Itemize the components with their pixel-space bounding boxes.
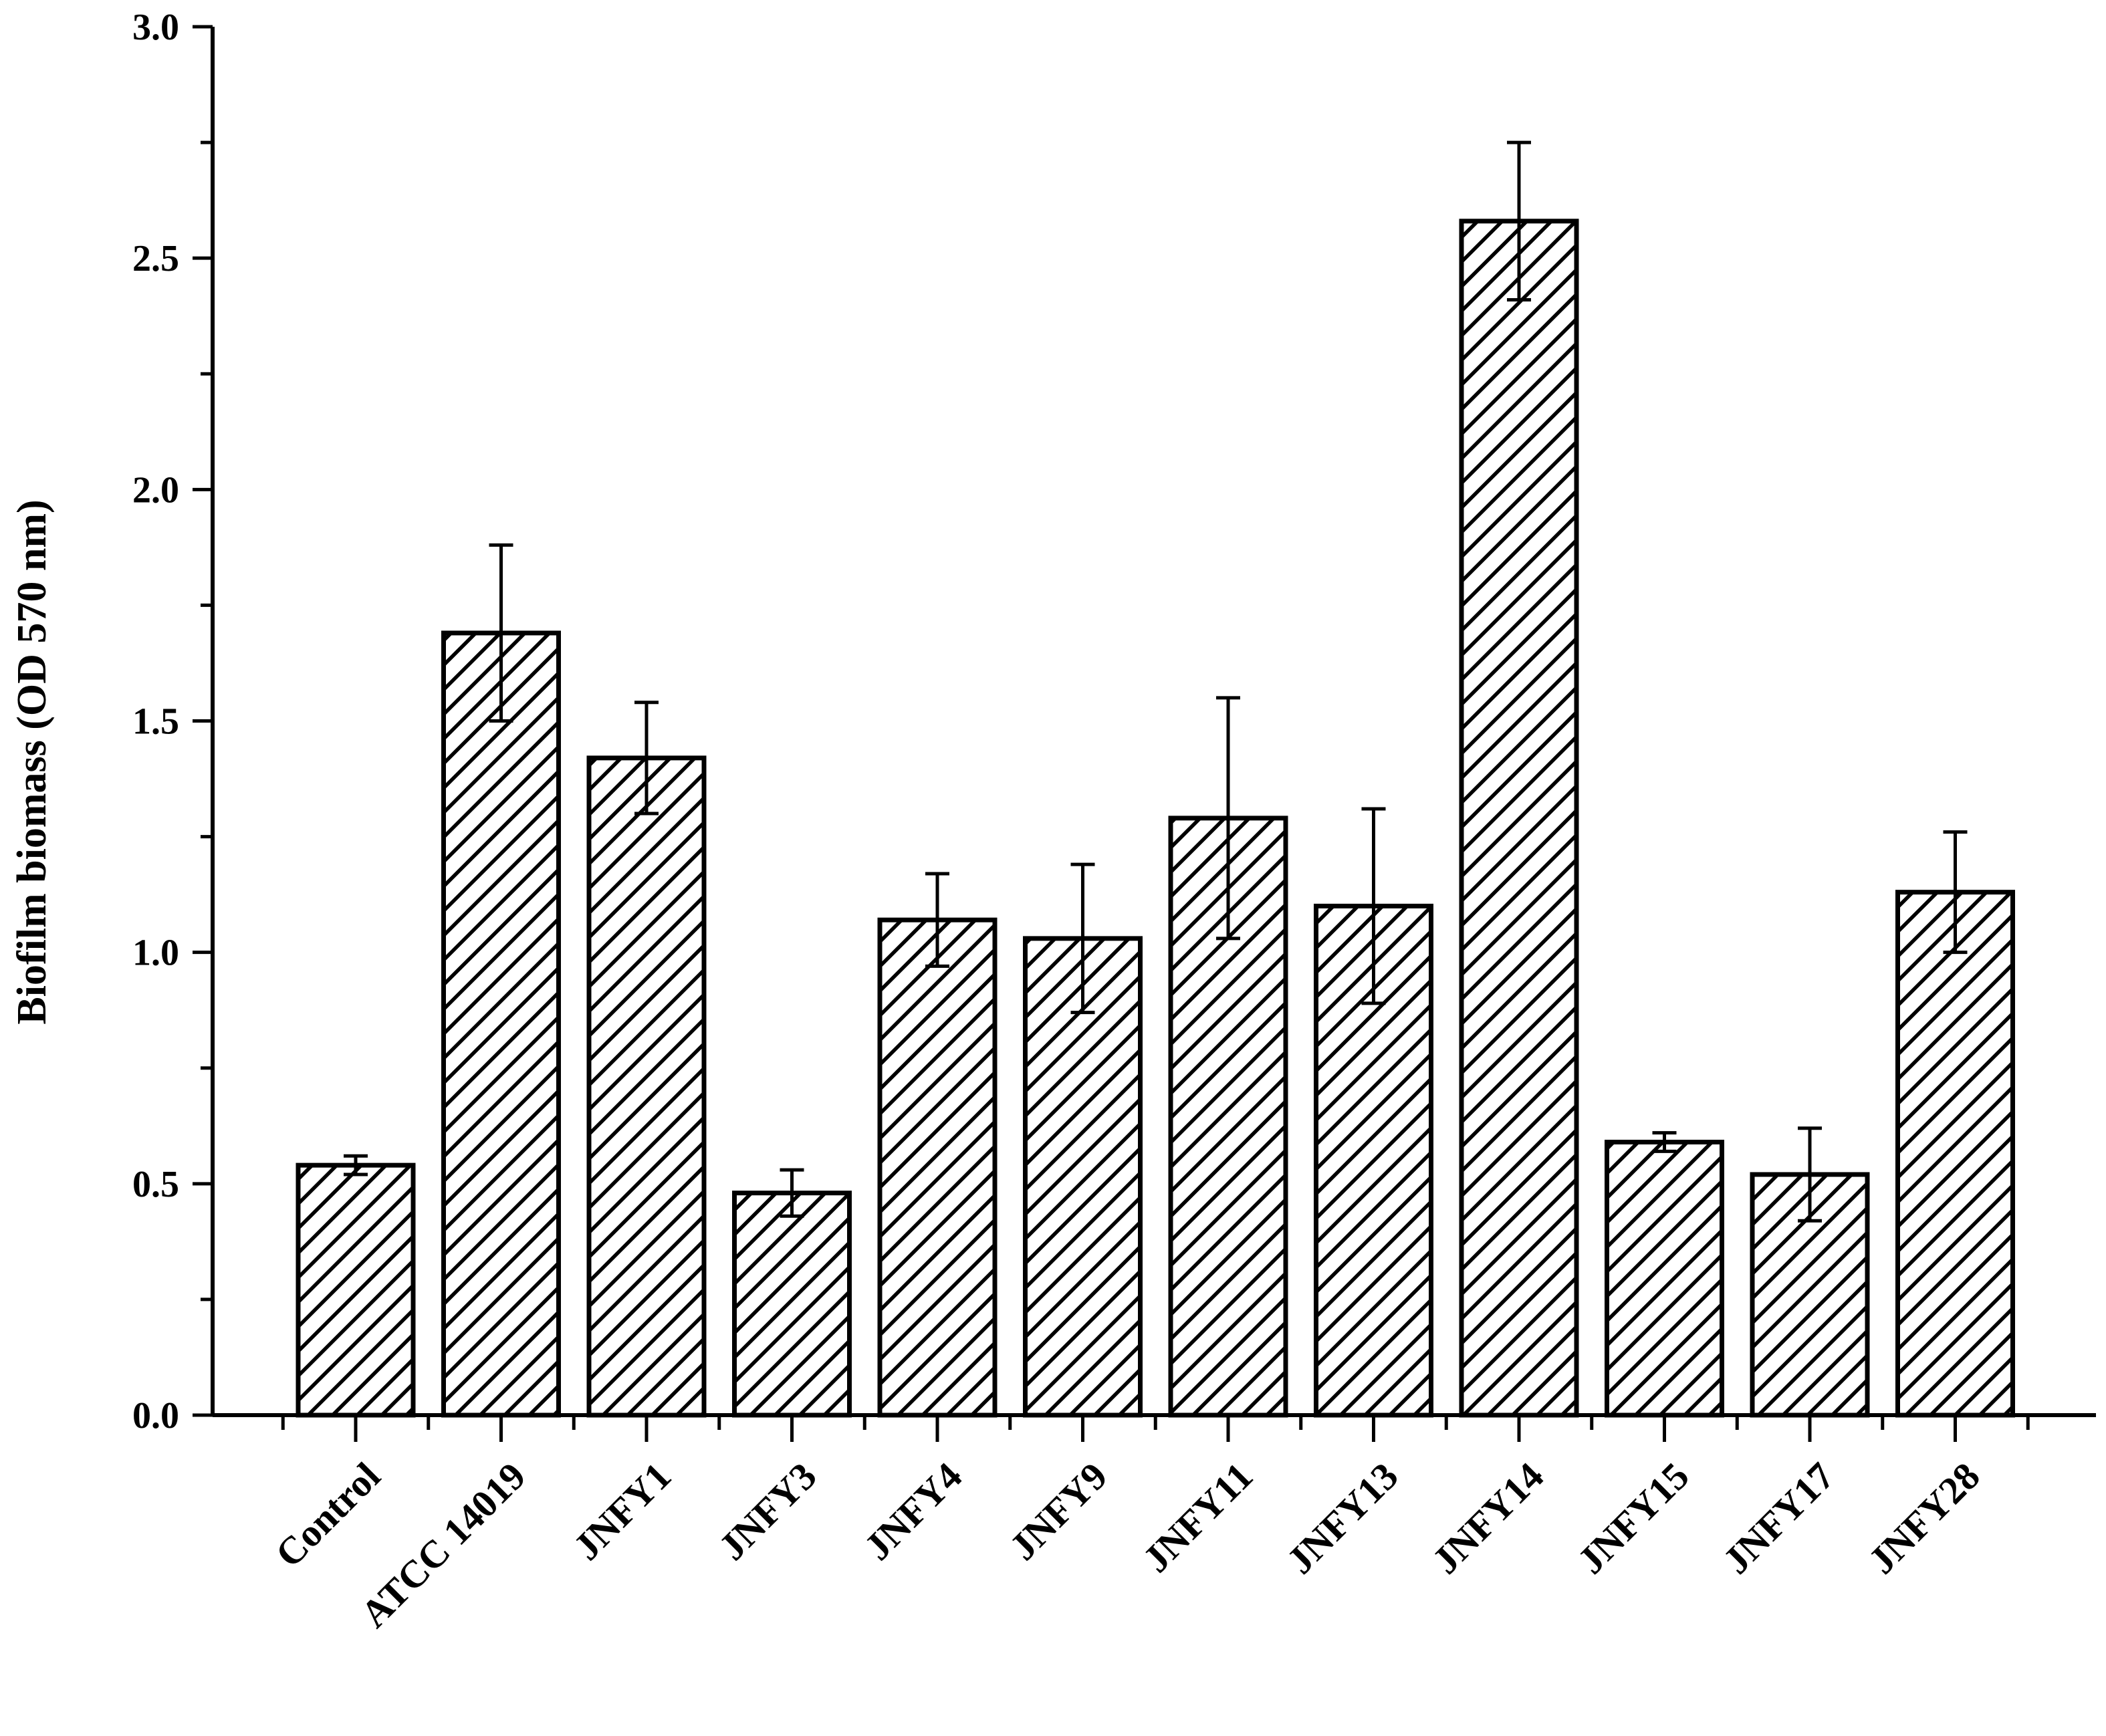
- y-tick-label: 2.0: [132, 469, 179, 511]
- x-category-label: JNFY1: [565, 1454, 679, 1568]
- bar: [1459, 219, 1579, 1418]
- bars: [296, 219, 2015, 1418]
- bar: [586, 755, 707, 1418]
- y-tick-label: 3.0: [132, 7, 179, 48]
- x-category-label: Control: [267, 1454, 388, 1576]
- bar: [877, 917, 998, 1418]
- x-category-label: JNFY14: [1423, 1454, 1552, 1582]
- bar: [1023, 936, 1143, 1418]
- bar: [1895, 890, 2015, 1418]
- x-category-label: JNFY3: [710, 1454, 824, 1568]
- bar: [441, 630, 561, 1418]
- bar: [296, 1162, 416, 1418]
- y-tick-label: 0.0: [132, 1395, 179, 1437]
- bar: [732, 1191, 852, 1418]
- error-bars: [344, 140, 1968, 1223]
- x-category-label: JNFY4: [856, 1454, 970, 1568]
- x-category-label: JNFY9: [1001, 1454, 1115, 1568]
- x-category-label: JNFY17: [1714, 1454, 1843, 1582]
- y-tick-label: 2.5: [132, 238, 179, 279]
- bar: [1605, 1140, 1724, 1418]
- x-category-label: JNFY11: [1135, 1454, 1262, 1581]
- x-category-label: JNFY28: [1860, 1454, 1988, 1582]
- x-category-label: JNFY15: [1569, 1454, 1698, 1582]
- y-tick-label: 1.0: [132, 933, 179, 974]
- y-tick-label: 0.5: [132, 1164, 179, 1205]
- x-category-label: JNFY13: [1278, 1454, 1407, 1582]
- y-axis-title: Biofilm biomass (OD 570 nm): [9, 499, 55, 1024]
- y-tick-label: 1.5: [132, 701, 179, 743]
